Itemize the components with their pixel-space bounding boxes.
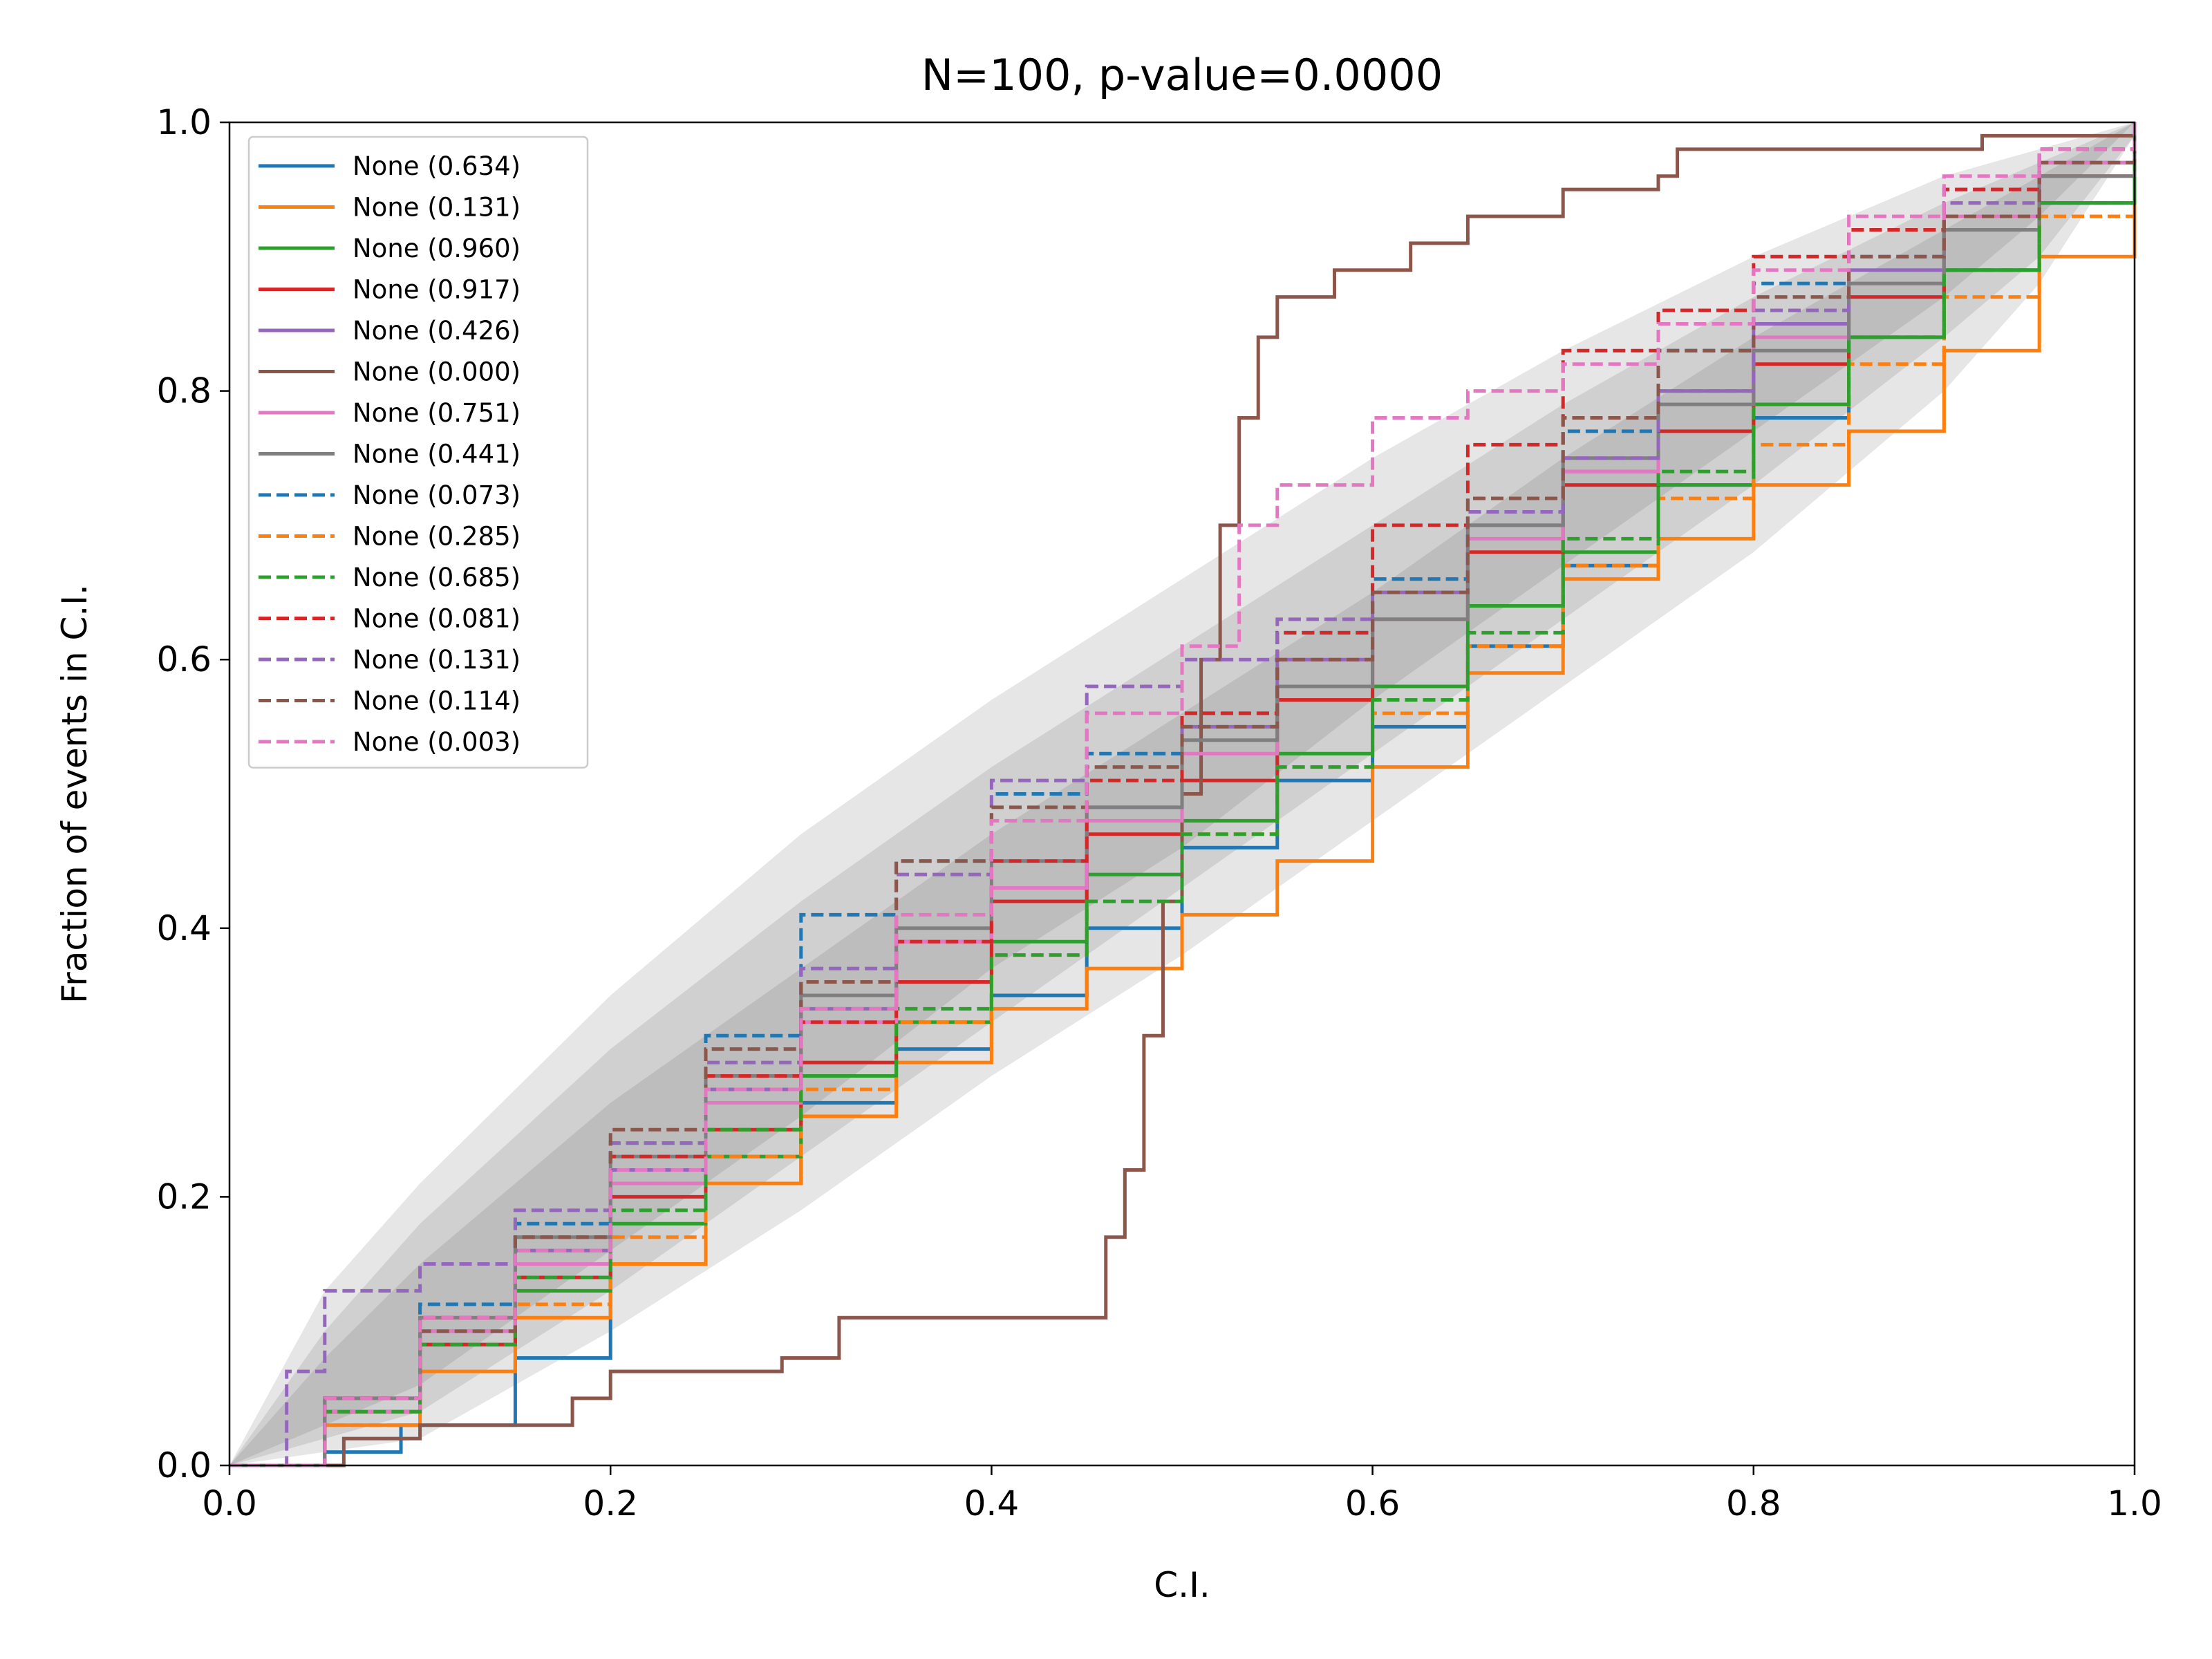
y-tick-label: 0.6	[156, 639, 212, 679]
legend-label: None (0.081)	[353, 604, 521, 634]
x-tick-label: 0.2	[583, 1483, 638, 1524]
chart-title: N=100, p-value=0.0000	[921, 50, 1443, 100]
series-lines	[229, 122, 2137, 1468]
x-tick-label: 0.6	[1345, 1483, 1400, 1524]
series-line-2	[229, 149, 2137, 1468]
series-line-15	[229, 122, 2137, 1468]
legend-label: None (0.073)	[353, 480, 521, 510]
legend-label: None (0.917)	[353, 275, 521, 305]
legend-label: None (0.634)	[353, 151, 521, 181]
legend-label: None (0.441)	[353, 440, 521, 469]
legend-box	[247, 135, 589, 769]
legend: None (0.634) None (0.131) None (0.960) None…	[247, 135, 589, 769]
legend-label: None (0.426)	[353, 316, 521, 346]
y-tick-label: 0.8	[156, 371, 212, 411]
legend-label: None (0.114)	[353, 686, 521, 716]
plot-frame	[228, 121, 2136, 1467]
x-tick-label: 0.4	[964, 1483, 1020, 1524]
y-tick-label: 0.4	[156, 908, 212, 948]
legend-label: None (0.003)	[353, 727, 521, 757]
x-tick-label: 1.0	[2107, 1483, 2162, 1524]
legend-label: None (0.131)	[353, 645, 521, 675]
x-tick-label: 0.8	[1726, 1483, 1781, 1524]
axis-ticks: 0.0 0.2 0.4 0.6 0.8 1.0 0.0 0.2 0.4 0.6 0.8 1.0	[156, 102, 2162, 1524]
legend-label: None (0.960)	[353, 234, 521, 263]
series-line-14	[229, 122, 2137, 1468]
legend-label: None (0.000)	[353, 357, 521, 387]
y-axis-label: Fraction of events in C.I.	[55, 584, 95, 1004]
y-tick-label: 0.0	[156, 1445, 212, 1485]
series-line-11	[229, 149, 2137, 1468]
legend-label: None (0.685)	[353, 563, 521, 592]
y-tick-label: 0.2	[156, 1177, 212, 1217]
legend-label: None (0.751)	[353, 398, 521, 428]
y-tick-label: 1.0	[156, 102, 212, 142]
legend-label: None (0.131)	[353, 193, 521, 223]
x-tick-label: 0.0	[202, 1483, 257, 1524]
legend-label: None (0.285)	[353, 522, 521, 552]
x-axis-label: C.I.	[1154, 1565, 1210, 1605]
